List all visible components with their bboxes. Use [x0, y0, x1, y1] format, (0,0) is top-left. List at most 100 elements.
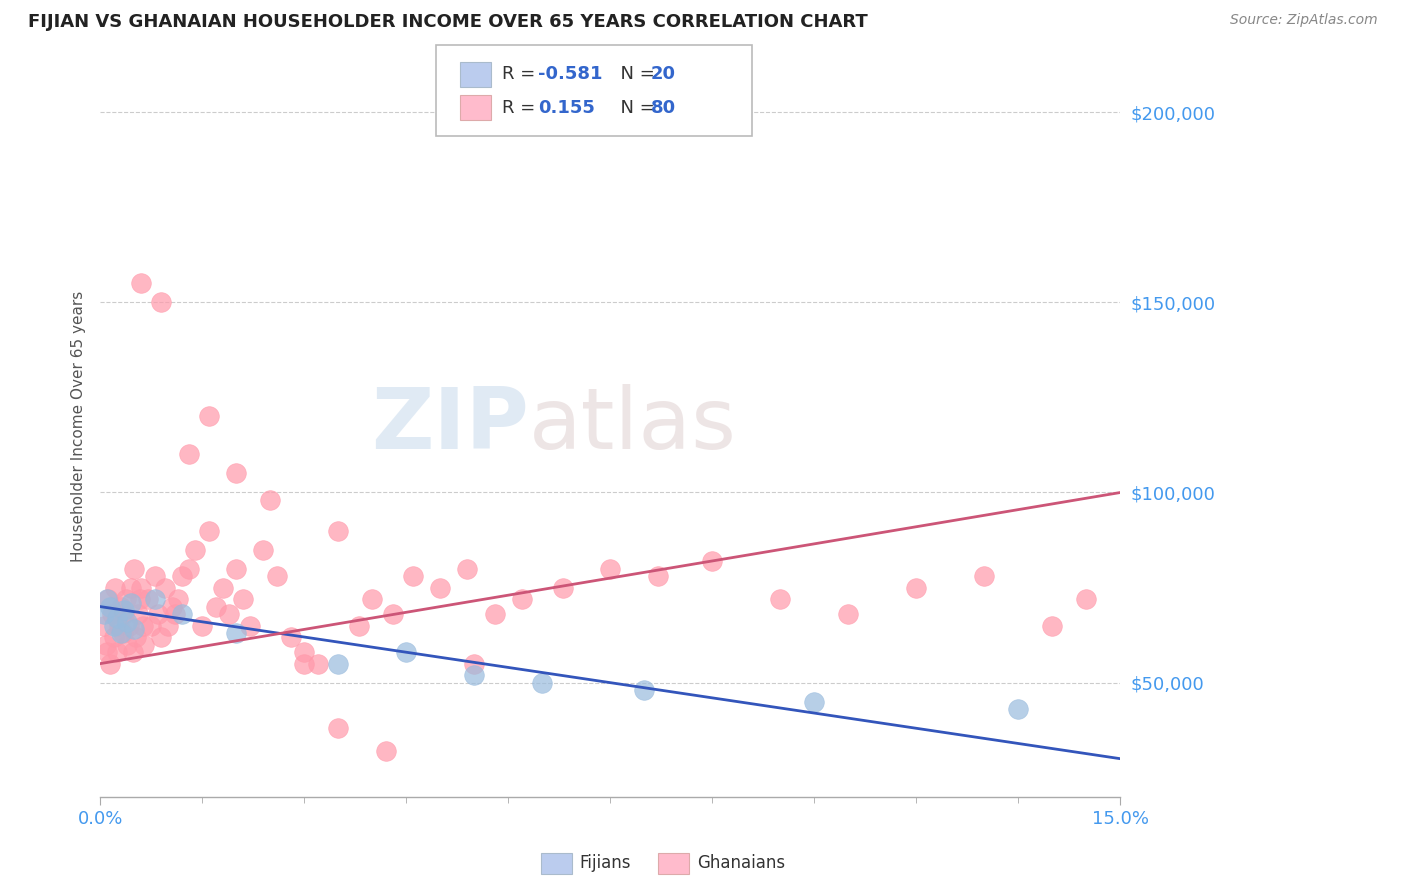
- Point: [1007, 702, 1029, 716]
- Text: Source: ZipAtlas.com: Source: ZipAtlas.com: [1230, 13, 1378, 28]
- Point: [115, 592, 138, 607]
- Point: [167, 592, 190, 607]
- Point: [973, 569, 995, 583]
- Text: 0.155: 0.155: [538, 99, 595, 117]
- Point: [252, 542, 274, 557]
- Point: [328, 524, 350, 538]
- Point: [103, 618, 125, 632]
- Point: [211, 581, 233, 595]
- Point: [328, 657, 350, 671]
- Text: Ghanaians: Ghanaians: [697, 855, 786, 872]
- Point: [218, 607, 240, 622]
- Point: [96, 592, 118, 607]
- Point: [101, 607, 124, 622]
- Point: [328, 721, 350, 735]
- Point: [129, 581, 152, 595]
- Point: [198, 409, 221, 424]
- Point: [191, 618, 214, 632]
- Point: [225, 626, 247, 640]
- Point: [170, 569, 193, 583]
- Point: [225, 561, 247, 575]
- Point: [702, 554, 724, 568]
- Point: [456, 561, 478, 575]
- Point: [117, 615, 139, 629]
- Point: [94, 638, 117, 652]
- Point: [292, 657, 315, 671]
- Point: [153, 581, 176, 595]
- Point: [402, 569, 425, 583]
- Point: [204, 599, 226, 614]
- Text: ZIP: ZIP: [371, 384, 529, 467]
- Point: [105, 611, 128, 625]
- Point: [510, 592, 533, 607]
- Text: -0.581: -0.581: [538, 65, 603, 83]
- Point: [132, 618, 155, 632]
- Point: [129, 277, 152, 291]
- Point: [117, 638, 139, 652]
- Point: [150, 295, 173, 310]
- Point: [361, 592, 384, 607]
- Text: 80: 80: [651, 99, 676, 117]
- Point: [157, 618, 180, 632]
- Point: [239, 618, 262, 632]
- Point: [463, 657, 485, 671]
- Point: [104, 581, 127, 595]
- Text: N =: N =: [609, 99, 661, 117]
- Point: [292, 645, 315, 659]
- Point: [177, 561, 200, 575]
- Point: [143, 592, 166, 607]
- Point: [280, 630, 302, 644]
- Point: [769, 592, 792, 607]
- Point: [599, 561, 621, 575]
- Point: [112, 603, 135, 617]
- Point: [97, 592, 120, 607]
- Point: [121, 645, 143, 659]
- Point: [122, 561, 145, 575]
- Point: [110, 626, 132, 640]
- Point: [381, 607, 404, 622]
- Point: [134, 638, 156, 652]
- Text: Fijians: Fijians: [579, 855, 631, 872]
- Point: [96, 645, 118, 659]
- Point: [105, 645, 128, 659]
- Text: 20: 20: [651, 65, 676, 83]
- Text: N =: N =: [609, 65, 661, 83]
- Point: [160, 599, 183, 614]
- Point: [429, 581, 451, 595]
- Point: [647, 569, 669, 583]
- Point: [259, 493, 281, 508]
- Point: [184, 542, 207, 557]
- Point: [120, 596, 142, 610]
- Point: [198, 524, 221, 538]
- Point: [837, 607, 859, 622]
- Point: [177, 447, 200, 461]
- Point: [905, 581, 928, 595]
- Point: [225, 467, 247, 481]
- Point: [266, 569, 288, 583]
- Point: [143, 569, 166, 583]
- Y-axis label: Householder Income Over 65 years: Householder Income Over 65 years: [72, 290, 86, 562]
- Point: [484, 607, 506, 622]
- Point: [1076, 592, 1098, 607]
- Point: [347, 618, 370, 632]
- Point: [232, 592, 254, 607]
- Point: [125, 630, 148, 644]
- Text: atlas: atlas: [529, 384, 737, 467]
- Point: [93, 607, 115, 622]
- Text: FIJIAN VS GHANAIAN HOUSEHOLDER INCOME OVER 65 YEARS CORRELATION CHART: FIJIAN VS GHANAIAN HOUSEHOLDER INCOME OV…: [28, 13, 868, 31]
- Point: [98, 657, 121, 671]
- Point: [150, 630, 173, 644]
- Point: [1040, 618, 1063, 632]
- Text: R =: R =: [502, 99, 547, 117]
- Text: R =: R =: [502, 65, 541, 83]
- Point: [120, 581, 142, 595]
- Point: [98, 599, 121, 614]
- Point: [111, 626, 134, 640]
- Point: [170, 607, 193, 622]
- Point: [108, 618, 131, 632]
- Point: [112, 607, 135, 622]
- Point: [463, 668, 485, 682]
- Point: [118, 618, 141, 632]
- Point: [139, 618, 162, 632]
- Point: [374, 744, 396, 758]
